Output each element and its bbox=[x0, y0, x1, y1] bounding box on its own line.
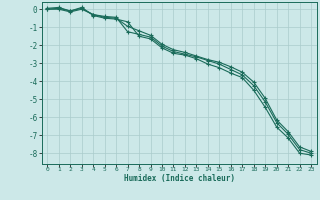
X-axis label: Humidex (Indice chaleur): Humidex (Indice chaleur) bbox=[124, 174, 235, 183]
